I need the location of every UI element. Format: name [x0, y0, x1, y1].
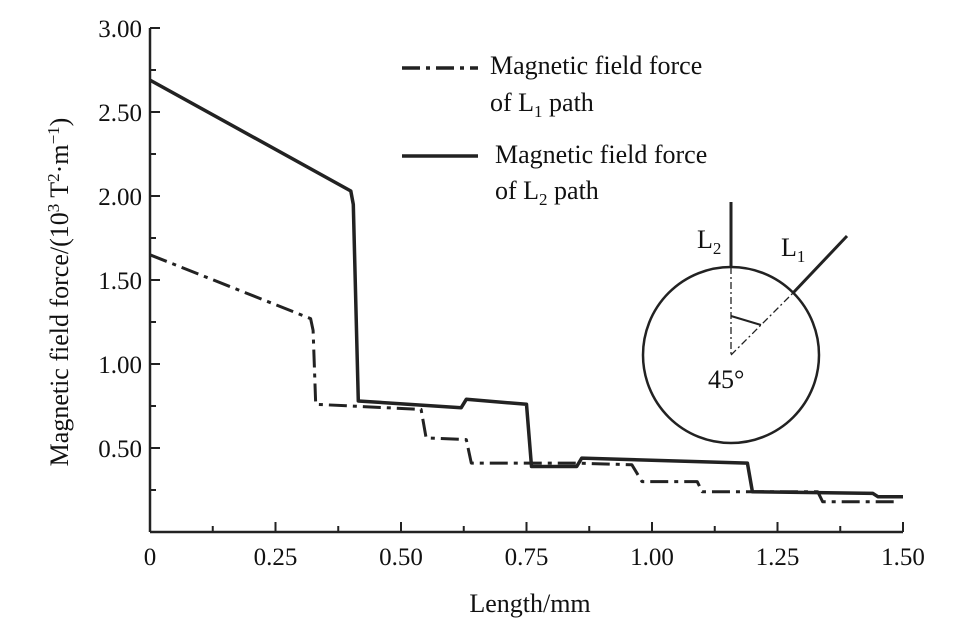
x-tick-label: 0.50 [379, 544, 423, 571]
x-tick-label: 0.25 [254, 544, 298, 571]
legend: Magnetic field force of L1 path Magnetic… [402, 51, 707, 209]
y-tick-label: 0.50 [98, 436, 142, 463]
x-tick-label: 1.00 [630, 544, 674, 571]
x-tick-label: 0 [144, 544, 157, 571]
y-axis-title: Magnetic field force/(103 T2·m−1) [44, 118, 75, 467]
inset-diagram: L2 L1 45° [641, 202, 849, 445]
x-tick-label: 0.75 [505, 544, 549, 571]
inset-l1-outer-line [791, 234, 849, 295]
inset-angle-label: 45° [708, 365, 744, 394]
axes: 0 0.25 0.50 0.75 1.00 1.25 1.50 0.50 1.00 1.50 2.0… [98, 16, 925, 571]
legend-label-l1-line1: Magnetic field force [490, 51, 702, 80]
series-layer [149, 78, 903, 504]
y-tick-label: 1.50 [98, 268, 142, 295]
y-tick-label: 2.00 [98, 184, 142, 211]
x-tick-label: 1.25 [756, 544, 800, 571]
inset-label-l1: L1 [781, 233, 805, 266]
y-tick-label: 3.00 [98, 16, 142, 43]
legend-label-l1-line2: of L1 path [490, 88, 594, 121]
inset-label-l2: L2 [697, 225, 721, 258]
y-tick-label: 1.00 [98, 352, 142, 379]
series-line-l2 [149, 78, 903, 499]
legend-label-l2-line1: Magnetic field force [495, 140, 707, 169]
inset-angle-arc [730, 315, 762, 326]
inset-l1-inner-line [730, 292, 794, 356]
x-axis-title: Length/mm [469, 589, 590, 618]
x-tick-label: 1.50 [881, 544, 925, 571]
legend-label-l2-line2: of L2 path [495, 176, 599, 209]
y-tick-label: 2.50 [98, 100, 142, 127]
series-line-l1 [149, 253, 898, 504]
